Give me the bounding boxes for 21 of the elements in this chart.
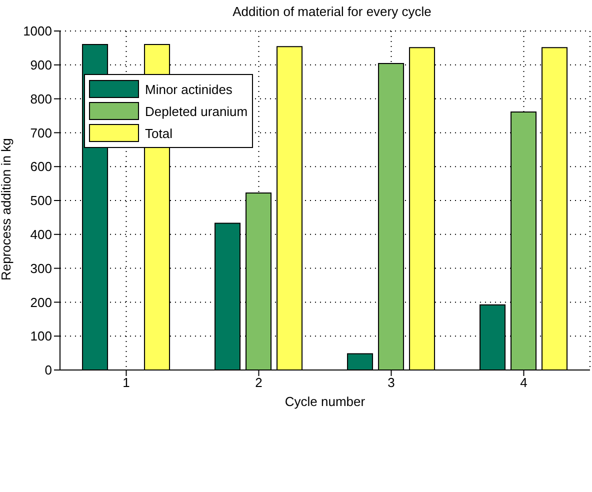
- y-tick-label: 0: [44, 362, 52, 378]
- y-axis-title: Reprocess addition in kg: [0, 138, 14, 280]
- y-tick-label: 500: [30, 193, 52, 208]
- y-tick-label: 100: [30, 328, 52, 344]
- legend-label: Total: [145, 126, 172, 140]
- y-tick-label: 1000: [23, 24, 52, 39]
- y-tick-label: 200: [30, 294, 52, 310]
- x-axis-title: Cycle number: [284, 394, 366, 409]
- x-tick-label: 1: [122, 375, 130, 390]
- y-tick-label: 300: [30, 260, 52, 276]
- legend-label: Depleted uranium: [145, 104, 248, 118]
- y-tick-label: 700: [30, 125, 52, 140]
- y-tick-label: 400: [30, 227, 52, 242]
- legend-label: Minor actinides: [145, 82, 232, 96]
- y-tick-label: 900: [30, 58, 52, 73]
- x-tick-label: 4: [520, 375, 528, 390]
- y-tick-label: 800: [30, 91, 52, 106]
- x-tick-label: 3: [388, 375, 395, 390]
- x-tick-label: 2: [255, 375, 262, 390]
- chart-title: Addition of material for every cycle: [232, 4, 432, 19]
- y-tick-label: 600: [30, 159, 52, 174]
